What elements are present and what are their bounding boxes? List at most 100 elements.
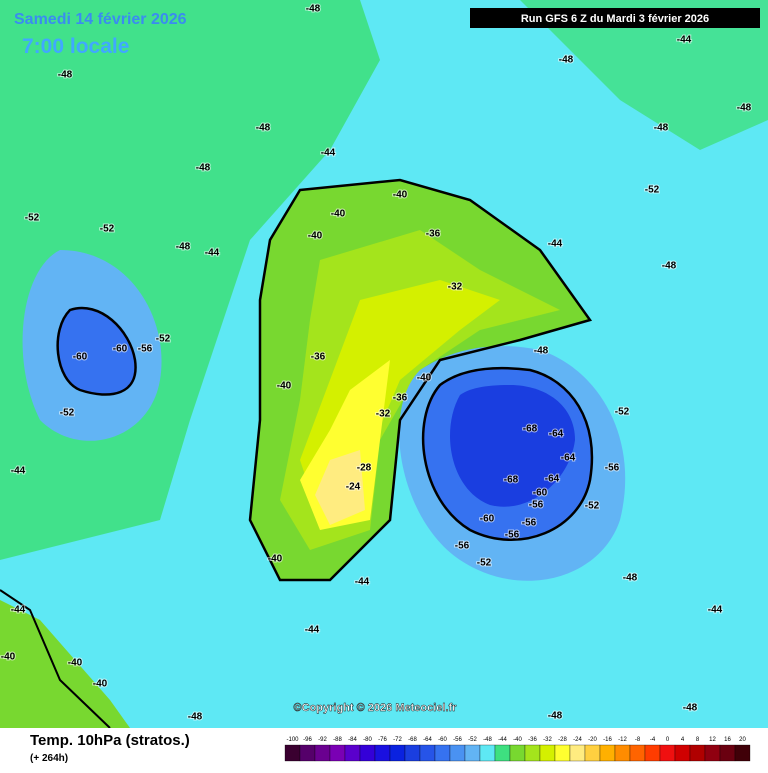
contour-label: -32 (376, 409, 391, 420)
contour-label: -52 (645, 185, 660, 196)
contour-label: -48 (196, 163, 211, 174)
colorbar-label: -84 (348, 737, 357, 743)
colorbar-cell (479, 744, 496, 762)
colorbar-label: -56 (453, 737, 462, 743)
contour-label: -36 (393, 393, 408, 404)
contour-label: -40 (393, 190, 408, 201)
contour-label: -44 (305, 625, 320, 636)
contour-label: -40 (268, 554, 283, 565)
contour-label: -48 (623, 573, 638, 584)
colorbar-cell (299, 744, 316, 762)
contour-label: -48 (176, 242, 191, 253)
colorbar-label: -88 (333, 737, 342, 743)
colorbar-label: -52 (468, 737, 477, 743)
colorbar: -100 -96 -92 -88 -84 -80 -76 -72 -68 -64 -60 -56 -52… (284, 737, 751, 762)
run-text: Run GFS 6 Z du Mardi 3 février 2026 (521, 13, 709, 25)
contour-label: -44 (355, 577, 370, 588)
colorbar-cell (689, 744, 706, 762)
contour-label: -64 (549, 429, 564, 440)
colorbar-cell (599, 744, 616, 762)
contour-label: -44 (548, 239, 563, 250)
contour-label: -48 (683, 703, 698, 714)
map-field (0, 0, 768, 729)
contour-label: -48 (662, 261, 677, 272)
colorbar-label: -48 (483, 737, 492, 743)
colorbar-label: 20 (739, 737, 746, 743)
colorbar-label: -76 (378, 737, 387, 743)
colorbar-label: -60 (438, 737, 447, 743)
contour-label: -64 (545, 474, 560, 485)
colorbar-cell (674, 744, 691, 762)
contour-label: -40 (331, 209, 346, 220)
colorbar-cell (464, 744, 481, 762)
colorbar-label: -4 (650, 737, 656, 743)
colorbar-cell (314, 744, 331, 762)
contour-label: -44 (321, 148, 336, 159)
colorbar-label: 16 (724, 737, 731, 743)
contour-label: -48 (654, 123, 669, 134)
contour-label: -44 (11, 605, 26, 616)
colorbar-cell (569, 744, 586, 762)
date-text: Samedi 14 février 2026 (14, 11, 187, 28)
colorbar-label: -36 (528, 737, 537, 743)
colorbar-label: 8 (696, 737, 700, 743)
colorbar-cell (644, 744, 661, 762)
contour-label: -48 (737, 103, 752, 114)
colorbar-cell (734, 744, 751, 762)
contour-label: -48 (188, 712, 203, 723)
contour-label: -52 (477, 558, 492, 569)
contour-label: -60 (73, 352, 88, 363)
colorbar-cell (719, 744, 736, 762)
colorbar-cell (494, 744, 511, 762)
contour-label: -40 (68, 658, 83, 669)
contour-label: -60 (113, 344, 128, 355)
colorbar-label: -16 (603, 737, 612, 743)
colorbar-label: -44 (498, 737, 507, 743)
contour-label: -56 (455, 541, 470, 552)
colorbar-label: -28 (558, 737, 567, 743)
contour-label: -40 (277, 381, 292, 392)
colorbar-label: -96 (303, 737, 312, 743)
contour-label: -24 (346, 482, 361, 493)
contour-label: -44 (205, 248, 220, 259)
contour-label: -52 (100, 224, 115, 235)
contour-label: -48 (534, 346, 549, 357)
colorbar-cell (659, 744, 676, 762)
contour-label: -48 (306, 4, 321, 15)
colorbar-label: -24 (573, 737, 582, 743)
colorbar-cell (374, 744, 391, 762)
colorbar-label: 12 (709, 737, 716, 743)
colorbar-label: -100 (286, 737, 299, 743)
colorbar-label: -64 (423, 737, 432, 743)
contour-label: -52 (156, 334, 171, 345)
colorbar-label: -8 (635, 737, 641, 743)
colorbar-label: -40 (513, 737, 522, 743)
colorbar-cell (284, 744, 301, 762)
contour-label: -40 (93, 679, 108, 690)
lead-time: (+ 264h) (30, 753, 68, 764)
copyright: ©Copyright © 2026 Meteociel.fr (294, 702, 458, 714)
contour-label: -68 (523, 424, 538, 435)
colorbar-cell (629, 744, 646, 762)
contour-label: -52 (60, 408, 75, 419)
contour-label: -56 (522, 518, 537, 529)
contour-label: -60 (480, 514, 495, 525)
colorbar-cell (524, 744, 541, 762)
contour-label: -56 (529, 500, 544, 511)
colorbar-cell (419, 744, 436, 762)
colorbar-label: -80 (363, 737, 372, 743)
colorbar-cell (449, 744, 466, 762)
contour-label: -52 (615, 407, 630, 418)
contour-label: -32 (448, 282, 463, 293)
colorbar-cell (554, 744, 571, 762)
contour-label: -68 (504, 475, 519, 486)
contour-label: -56 (138, 344, 153, 355)
contour-label: -56 (505, 530, 520, 541)
colorbar-cell (584, 744, 601, 762)
contour-label: -36 (311, 352, 326, 363)
contour-label: -56 (605, 463, 620, 474)
contour-label: -48 (548, 711, 563, 722)
colorbar-cell (404, 744, 421, 762)
colorbar-cell (434, 744, 451, 762)
